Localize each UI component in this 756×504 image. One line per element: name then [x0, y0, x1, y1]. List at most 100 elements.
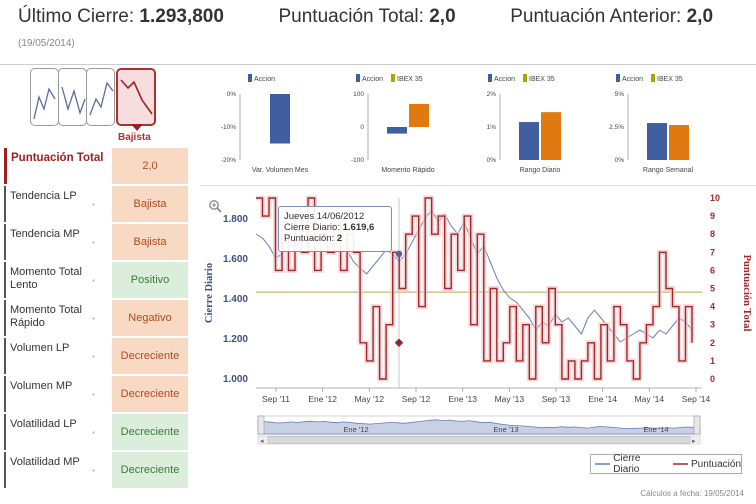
- y2-tick-label: 3: [710, 320, 715, 330]
- tooltip-close: Cierre Diario: 1.619,6: [284, 222, 375, 233]
- footer-date: Cálculos a fecha: 19/05/2014: [640, 489, 744, 498]
- mini-legend-label: IBEX 35: [397, 76, 423, 83]
- score-row-label: Momento Total Rápido: [4, 300, 108, 336]
- chart-legend[interactable]: Cierre Diario Puntuación: [590, 453, 742, 475]
- y2-axis-title: Puntuación Total: [741, 255, 752, 332]
- mini-ytick: 2%: [487, 91, 497, 98]
- bearish-trend-icon: [120, 79, 153, 115]
- trend-selector: [30, 68, 160, 131]
- score-row: Momento Total Lento ▪ Positivo: [0, 262, 192, 298]
- score-row-label: Momento Total Lento: [4, 262, 108, 298]
- mini-bar: [541, 112, 561, 160]
- price-marker: [395, 250, 403, 258]
- trend-sparkline-icon: [33, 87, 56, 120]
- y2-tick-label: 10: [710, 193, 720, 203]
- tooltip-score: Puntuación: 2: [284, 233, 343, 244]
- score-row-value: Negativo: [112, 300, 188, 336]
- legend-price[interactable]: Cierre Diario: [613, 453, 641, 475]
- x-tick-label: May '13: [495, 394, 525, 404]
- trend-sparkline-icon: [61, 86, 86, 116]
- y2-tick-label: 6: [710, 265, 715, 275]
- score-row: Volumen MP ▪ Decreciente: [0, 376, 192, 412]
- mini-ytick: 100: [353, 91, 364, 98]
- score-row-label: Tendencia MP: [4, 224, 108, 260]
- mini-chart-vol: Accion 0% -10% -20% Var. Volumen Mes: [206, 70, 326, 182]
- mini-legend: Accion IBEX 35: [616, 74, 691, 83]
- mini-ytick: -20%: [221, 157, 236, 164]
- mini-ytick: 5%: [615, 91, 625, 98]
- header-date: (19/05/2014): [18, 38, 75, 49]
- mini-chart-plot: 5% 2.5% 0% Rango Semanal: [609, 91, 693, 174]
- score-row-value: Decreciente: [112, 338, 188, 374]
- mini-bar: [669, 125, 689, 160]
- navigator-left-handle: [257, 415, 265, 435]
- mini-legend-label: IBEX 35: [657, 76, 683, 83]
- legend-swatch-icon: [651, 74, 656, 82]
- prev-score-value: 2,0: [686, 6, 714, 27]
- legend-swatch-icon: [523, 74, 528, 82]
- score-row-value: Positivo: [112, 262, 188, 298]
- y2-tick-label: 9: [710, 211, 715, 221]
- y2-tick-label: 0: [710, 374, 715, 384]
- y-tick-label: 1.000: [223, 374, 248, 385]
- prev-score-label: Puntuación Anterior:: [510, 6, 682, 27]
- y-axis-title: Cierre Diario: [204, 263, 215, 323]
- y2-tick-label: 7: [710, 247, 715, 257]
- y-tick-label: 1.800: [223, 214, 248, 225]
- zoom-icon[interactable]: [208, 199, 222, 213]
- score-row-label: Puntuación Total: [4, 148, 108, 184]
- info-dot-icon: ▪: [92, 390, 95, 399]
- info-dot-icon: ▪: [92, 238, 95, 247]
- score-row-label: Volumen MP: [4, 376, 108, 412]
- trend-tile-3[interactable]: [86, 68, 115, 126]
- legend-swatch-icon: [356, 74, 360, 82]
- mini-ytick: -100: [351, 157, 364, 164]
- last-close-label: Último Cierre:: [18, 6, 135, 27]
- total-score-value: 2,0: [429, 6, 456, 27]
- score-row-label: Tendencia LP: [4, 186, 108, 222]
- trend-tile-1[interactable]: [30, 68, 59, 126]
- score-row: Volatilidad LP ▪ Decreciente: [0, 414, 192, 450]
- mini-legend: Accion IBEX 35: [488, 74, 563, 83]
- mini-ytick: 2.5%: [609, 124, 624, 131]
- score-series-line: [256, 197, 693, 380]
- mini-chart-rsemanal: Accion IBEX 35 5% 2.5% 0% Rango Semanal: [594, 70, 714, 182]
- info-dot-icon: ▪: [92, 314, 95, 323]
- mini-legend-label: Accion: [362, 76, 384, 83]
- score-row-value: Bajista: [112, 224, 188, 260]
- x-tick-label: Sep '14: [682, 394, 711, 404]
- y-tick-label: 1.400: [223, 294, 248, 305]
- score-row-value: Decreciente: [112, 414, 188, 450]
- score-row-label: Volatilidad MP: [4, 452, 108, 488]
- legend-swatch-icon: [488, 74, 492, 82]
- tooltip-date: Jueves 14/06/2012: [284, 211, 365, 222]
- y-tick-label: 1.600: [223, 254, 248, 265]
- navigator-tick-label: Ene '12: [343, 425, 368, 434]
- x-tick-label: Sep '12: [402, 394, 431, 404]
- y2-tick-label: 1: [710, 356, 715, 366]
- x-tick-label: Ene '14: [588, 394, 617, 404]
- mid-divider: [200, 185, 756, 186]
- score-row-value: Decreciente: [112, 376, 188, 412]
- x-tick-label: May '12: [355, 394, 385, 404]
- x-tick-label: Ene '12: [308, 394, 337, 404]
- x-tick-label: Sep '11: [262, 394, 290, 404]
- trend-tile-bearish[interactable]: [116, 68, 156, 126]
- score-legend-icon: [672, 463, 688, 465]
- mini-ytick: 0%: [227, 91, 237, 98]
- mini-bar: [270, 94, 290, 144]
- y2-tick-label: 2: [710, 338, 715, 348]
- mini-ytick: 1%: [487, 124, 497, 131]
- legend-score[interactable]: Puntuación: [690, 458, 742, 470]
- score-row-value: Bajista: [112, 186, 188, 222]
- mini-chart-plot: 2% 1% 0% Rango Diario: [487, 91, 561, 174]
- legend-swatch-icon: [248, 74, 252, 82]
- trend-tile-2[interactable]: [58, 68, 87, 126]
- info-dot-icon: ▪: [92, 352, 95, 361]
- mini-xlabel: Var. Volumen Mes: [252, 167, 309, 174]
- info-dot-icon: ▪: [92, 466, 95, 475]
- price-legend-icon: [595, 463, 611, 465]
- mini-legend: Accion: [248, 74, 283, 83]
- score-row-label: Volumen LP: [4, 338, 108, 374]
- mini-bar: [519, 122, 539, 160]
